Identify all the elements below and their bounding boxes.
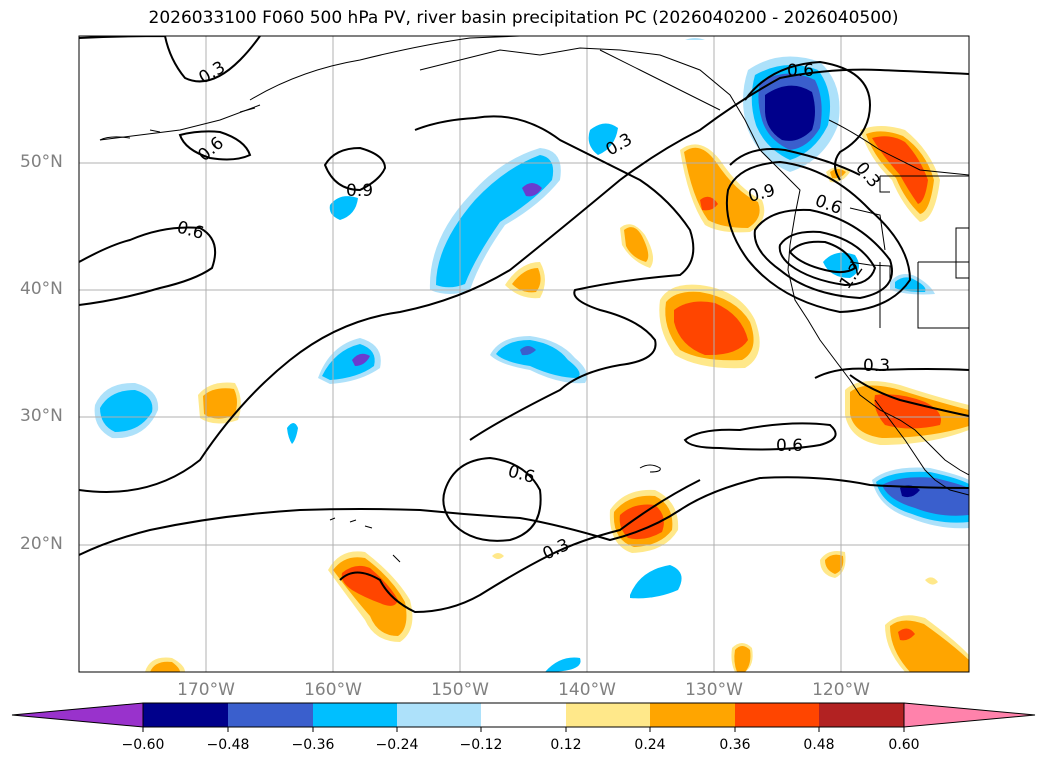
- colorbar-segment: [313, 703, 397, 727]
- colorbar-tick-label: 0.36: [719, 737, 751, 753]
- colorbar-segment: [481, 703, 566, 727]
- contour-label: 0.9: [746, 181, 777, 207]
- lat-label: 30°N: [20, 406, 63, 426]
- colorbar-tick-label: 0.48: [803, 737, 835, 753]
- contour-label: 0.3: [540, 535, 573, 565]
- contour-label: 0.6: [194, 133, 228, 166]
- lat-label: 40°N: [20, 279, 63, 299]
- contour-label: 0.6: [506, 462, 537, 488]
- contour-label: 0.6: [776, 436, 803, 456]
- colorbar-tick-label: 0.24: [634, 737, 666, 753]
- colorbar-segment: [819, 703, 904, 727]
- graticule: [79, 36, 969, 672]
- contour-label: 0.9: [346, 181, 373, 201]
- lon-label: 120°W: [812, 680, 870, 700]
- lon-label: 130°W: [685, 680, 743, 700]
- contour-label: 0.6: [175, 218, 206, 244]
- lon-label: 170°W: [177, 680, 235, 700]
- colorbar-tick-label: −0.48: [206, 737, 250, 753]
- pv-contours: [79, 36, 969, 614]
- colorbar-tick-label: −0.36: [291, 737, 335, 753]
- colorbar-min-extension: [11, 702, 144, 728]
- contour-label: 0.3: [863, 356, 890, 376]
- lon-label: 140°W: [558, 680, 616, 700]
- colorbar-tick-label: −0.24: [375, 737, 419, 753]
- lat-label: 20°N: [20, 534, 63, 554]
- contour-label: 0.6: [812, 191, 844, 219]
- lat-label: 50°N: [20, 152, 63, 172]
- coastlines: [99, 36, 969, 563]
- colorbar-max-extension: [903, 702, 1036, 728]
- map-frame: [78, 35, 970, 673]
- colorbar-segment: [566, 703, 650, 727]
- colorbar-tick-label: 0.60: [888, 737, 920, 753]
- lon-label: 150°W: [431, 680, 489, 700]
- colorbar-segment: [228, 703, 313, 727]
- colorbar-tick-label: 0.12: [550, 737, 582, 753]
- colorbar-segment: [397, 703, 481, 727]
- colorbar-tick-label: −0.12: [459, 737, 503, 753]
- map-title: 2026033100 F060 500 hPa PV, river basin …: [148, 8, 899, 28]
- contour-label: 0.3: [196, 57, 229, 88]
- colorbar-tick-label: −0.60: [121, 737, 165, 753]
- colorbar: [11, 702, 1036, 732]
- colorbar-segment: [143, 703, 228, 727]
- lon-label: 160°W: [304, 680, 362, 700]
- contour-label: 0.6: [787, 61, 814, 81]
- colorbar-segment: [735, 703, 819, 727]
- colorbar-segment: [650, 703, 735, 727]
